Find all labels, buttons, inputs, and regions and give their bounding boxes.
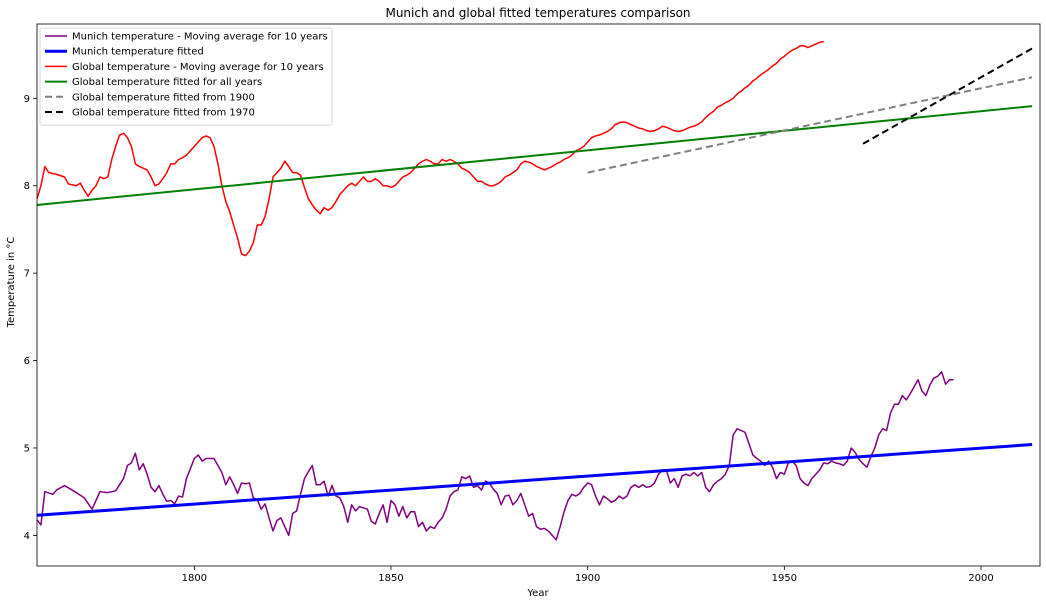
- legend-label-5: Global temperature fitted from 1970: [72, 108, 255, 119]
- series-line-2: [37, 40, 824, 257]
- x-tick-label: 1800: [182, 573, 207, 584]
- y-tick-label: 6: [24, 356, 30, 367]
- x-tick-label: 1950: [772, 573, 797, 584]
- legend-box: [39, 27, 333, 126]
- legend-label-3: Global temperature fitted for all years: [72, 77, 262, 88]
- x-tick-label: 1850: [378, 573, 403, 584]
- legend-label-4: Global temperature fitted from 1900: [72, 92, 255, 103]
- y-tick-label: 7: [24, 269, 30, 280]
- plot-area: [37, 40, 1033, 541]
- series-line-3: [37, 105, 1033, 206]
- x-tick-label: 2000: [968, 573, 993, 584]
- series-line-1: [37, 442, 1033, 517]
- y-tick-label: 5: [24, 443, 30, 454]
- y-tick-label: 4: [24, 531, 30, 542]
- y-tick-label: 9: [24, 94, 30, 105]
- y-axis-label: Temperature in °C: [6, 237, 17, 329]
- axes: 1800 1850 1900 1950 2000 4 5 6 7 8 9: [24, 23, 1041, 584]
- legend: Munich temperature - Moving average for …: [39, 27, 333, 126]
- x-tick-label: 1900: [575, 573, 600, 584]
- axes-frame: [36, 23, 1041, 567]
- chart-title: Munich and global fitted temperatures co…: [385, 6, 690, 20]
- legend-label-0: Munich temperature - Moving average for …: [72, 32, 328, 43]
- y-tick-label: 8: [24, 181, 30, 192]
- legend-label-1: Munich temperature fitted: [72, 47, 204, 58]
- series-line-4: [587, 76, 1033, 174]
- legend-label-2: Global temperature - Moving average for …: [72, 62, 324, 73]
- series-line-0: [37, 371, 954, 541]
- x-axis-label: Year: [526, 588, 549, 599]
